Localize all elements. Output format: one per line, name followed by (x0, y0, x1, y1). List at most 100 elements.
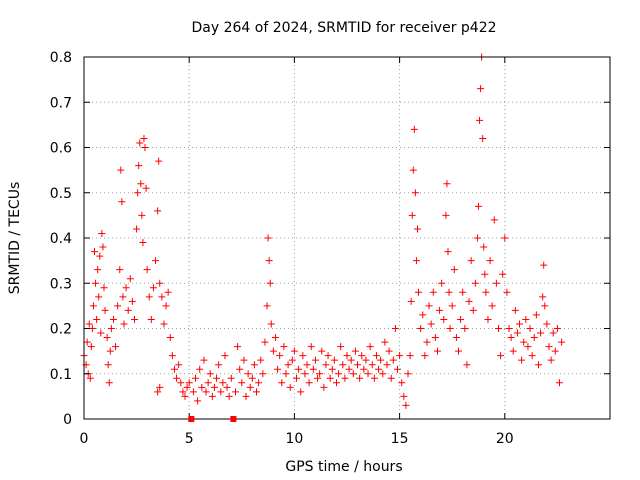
data-point (288, 356, 296, 364)
data-point (407, 297, 415, 305)
data-point (445, 288, 453, 296)
data-point (339, 361, 347, 369)
data-point (465, 297, 473, 305)
data-point (92, 279, 100, 287)
data-point (314, 374, 322, 382)
data-point (356, 374, 364, 382)
data-point (149, 284, 157, 292)
data-point (147, 315, 155, 323)
data-point (364, 370, 372, 378)
data-point (130, 315, 138, 323)
data-point (433, 347, 441, 355)
data-point (537, 329, 545, 337)
data-point (358, 352, 366, 360)
y-tick-label: 0 (63, 412, 72, 428)
data-point (213, 374, 221, 382)
data-point (119, 293, 127, 301)
data-point (86, 374, 94, 382)
data-point (136, 139, 144, 147)
data-point (389, 356, 397, 364)
data-point (170, 365, 178, 373)
plot-frame (83, 56, 611, 420)
data-point (183, 383, 191, 391)
data-point (223, 383, 231, 391)
data-point (192, 374, 200, 382)
data-point (520, 338, 528, 346)
data-point (87, 343, 95, 351)
data-point (225, 392, 233, 400)
data-point (99, 243, 107, 251)
data-point (105, 379, 113, 387)
data-point (347, 356, 355, 364)
data-point (410, 125, 418, 133)
data-point (118, 198, 126, 206)
gap-marker (188, 416, 195, 422)
data-point (526, 325, 534, 332)
data-point (100, 284, 108, 292)
data-point (482, 288, 490, 296)
data-point (194, 397, 202, 405)
data-point (259, 370, 267, 378)
data-point (196, 365, 204, 373)
data-point (164, 288, 172, 296)
data-point (301, 370, 309, 378)
data-point (326, 374, 334, 382)
data-point (486, 257, 494, 265)
data-point (425, 302, 433, 310)
data-point (516, 320, 524, 328)
x-tick-label: 15 (391, 431, 409, 447)
data-point (189, 388, 197, 396)
y-tick-label: 0.2 (50, 322, 72, 338)
data-point (324, 352, 332, 360)
x-tick-label: 20 (496, 431, 514, 447)
data-point (117, 166, 125, 174)
data-point (473, 234, 481, 242)
data-point (398, 379, 406, 387)
data-point (120, 320, 128, 328)
data-point (152, 257, 160, 265)
data-point (383, 361, 391, 369)
data-point (335, 370, 343, 378)
x-axis-label: GPS time / hours (285, 459, 402, 475)
data-point (261, 338, 269, 346)
data-point (532, 311, 540, 319)
data-point (438, 279, 446, 287)
data-point (286, 383, 294, 391)
data-point (142, 184, 150, 192)
data-point (501, 234, 509, 242)
data-point (497, 352, 505, 360)
data-point (221, 352, 229, 360)
x-tick-label: 5 (185, 431, 194, 447)
data-point (231, 388, 239, 396)
data-points (80, 53, 566, 409)
data-point (343, 352, 351, 360)
data-point (556, 379, 564, 387)
data-point (179, 388, 187, 396)
data-point (154, 207, 162, 215)
data-point (257, 356, 265, 364)
data-point (511, 306, 519, 314)
data-point (539, 293, 547, 301)
data-point (175, 361, 183, 369)
data-point (553, 325, 561, 332)
data-point (311, 356, 319, 364)
data-point (431, 334, 439, 342)
data-point (480, 243, 488, 251)
x-tick-label: 10 (285, 431, 303, 447)
data-point (168, 352, 176, 360)
data-point (278, 379, 286, 387)
data-point (318, 347, 326, 355)
data-point (417, 325, 425, 332)
data-point (133, 225, 141, 233)
data-point (475, 202, 482, 210)
data-point (238, 379, 246, 387)
data-point (246, 383, 254, 391)
y-tick-label: 0.4 (50, 231, 72, 247)
data-point (309, 365, 317, 373)
data-point (248, 374, 256, 382)
data-point (135, 162, 143, 170)
data-point (282, 370, 290, 378)
data-point (138, 211, 146, 219)
data-point (267, 320, 275, 328)
data-point (106, 347, 114, 355)
